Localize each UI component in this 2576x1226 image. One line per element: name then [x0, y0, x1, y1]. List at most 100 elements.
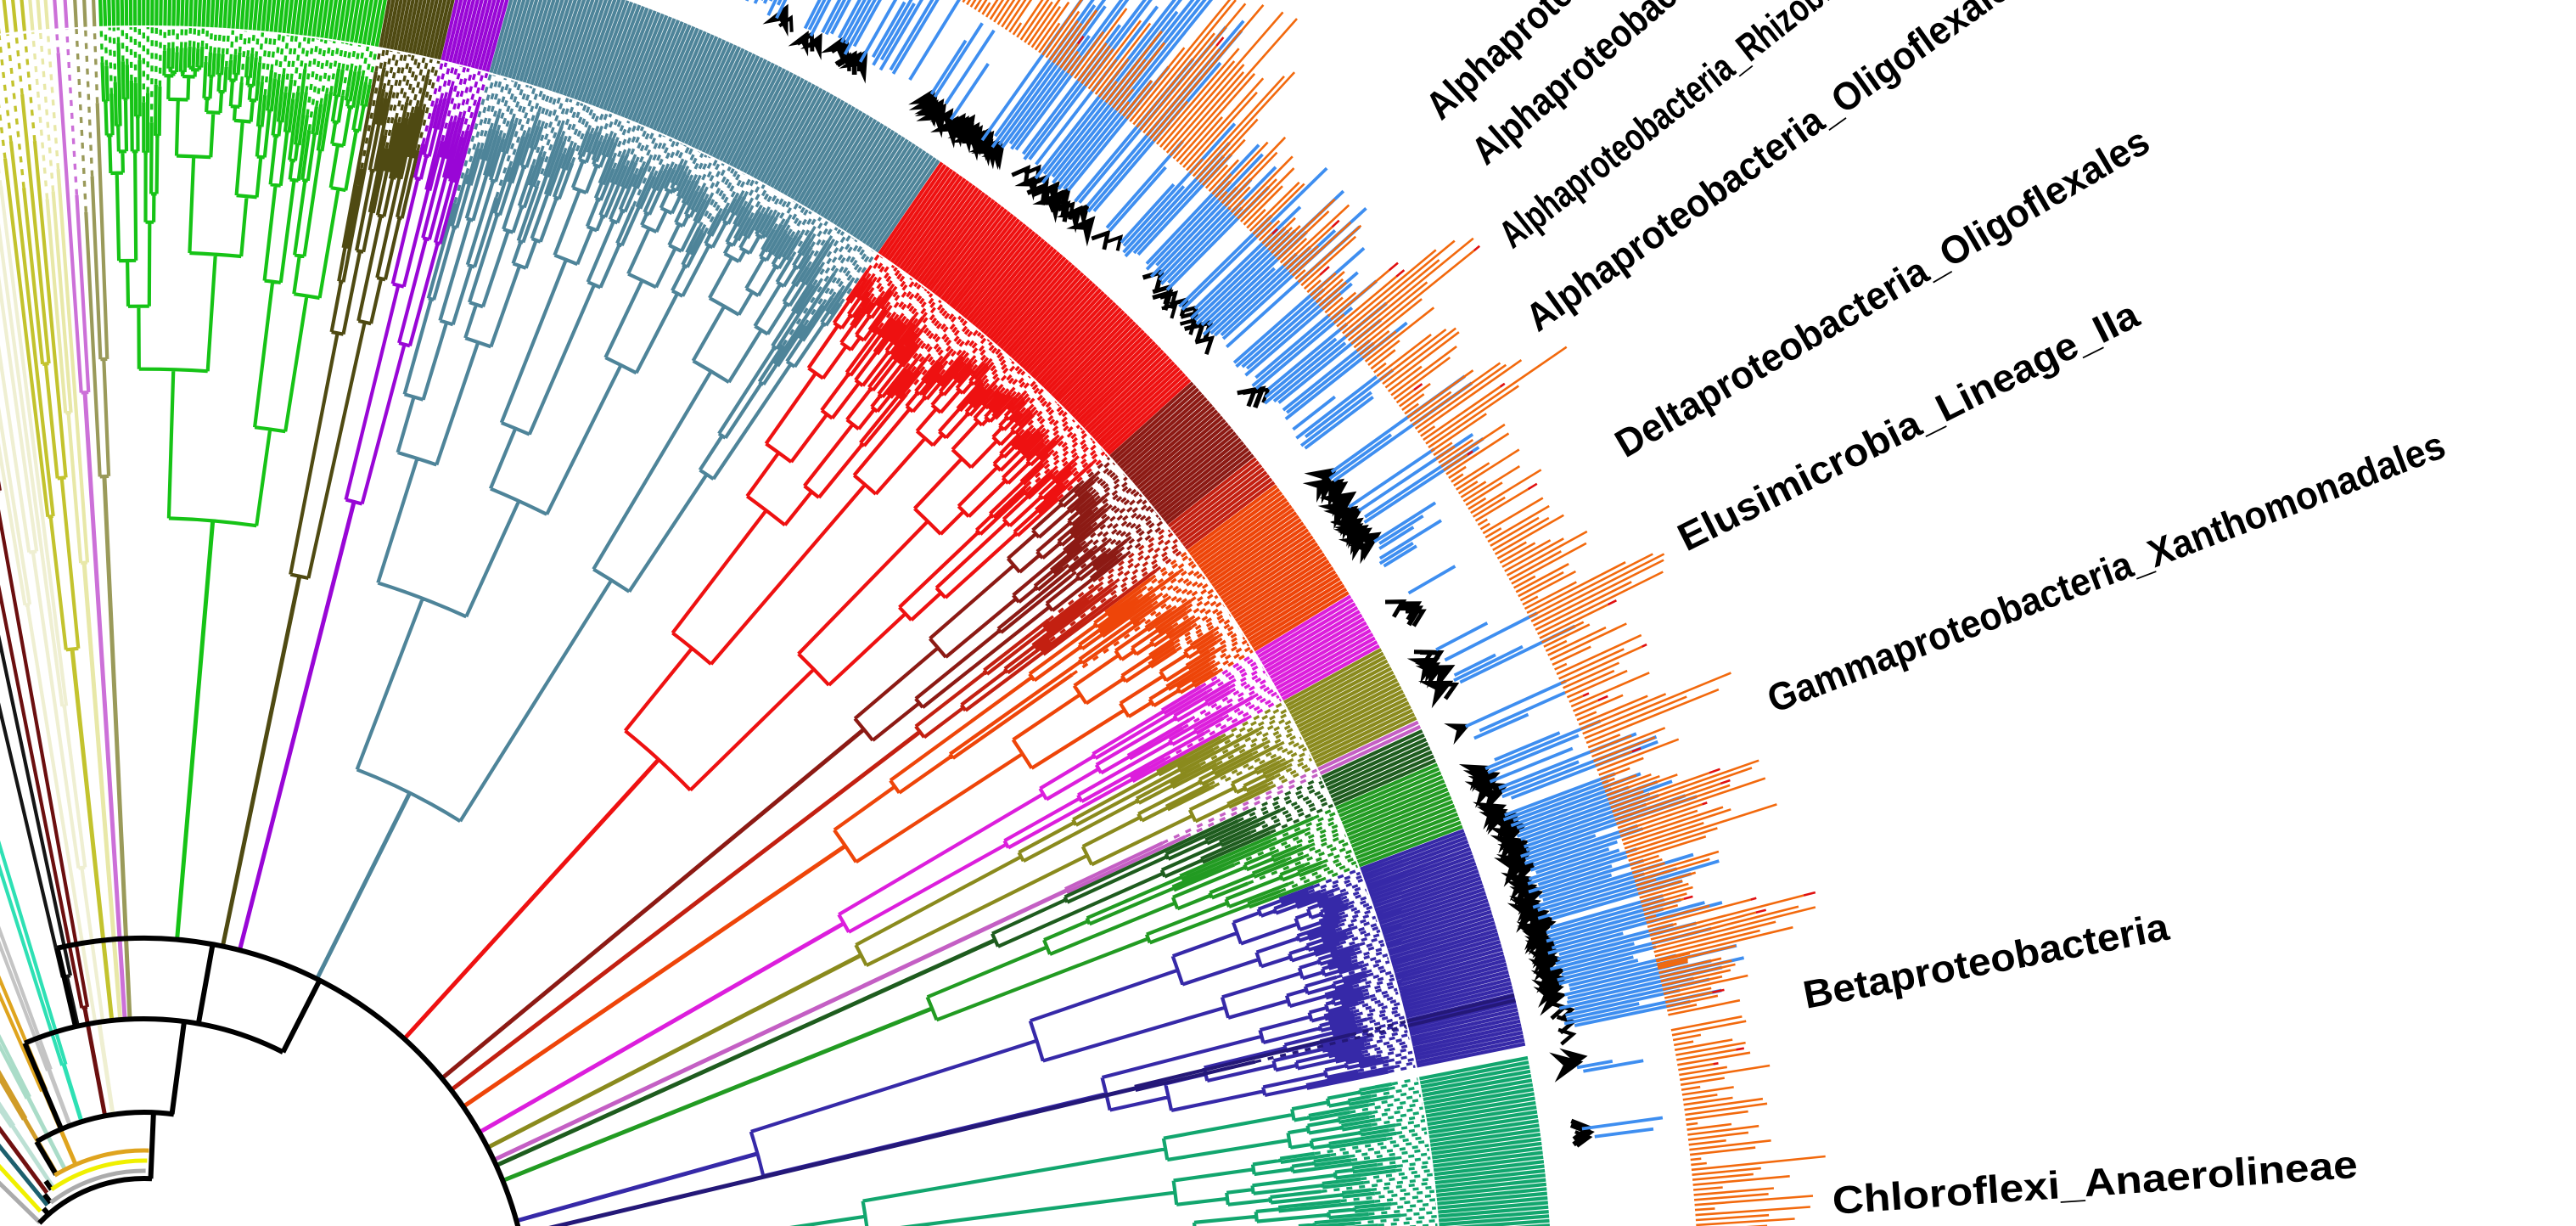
- arrow-mark: [1473, 788, 1506, 814]
- clade-root-branch-navy: [515, 1151, 759, 1223]
- clade-leaf-dashes-darkkhaki: [75, 28, 99, 212]
- arrow-mark: [1569, 1122, 1595, 1147]
- clade-leaf-dashes-emerald: [1314, 1077, 1438, 1226]
- clade-branches-darkred-main: [853, 381, 1254, 742]
- arrow-mark: [1338, 536, 1368, 561]
- orange-bars-emerald: [1670, 1015, 1826, 1226]
- clade-branches-navy-sliver: [1132, 993, 1516, 1092]
- clade-root-branch-orchid-sliver: [492, 888, 1067, 1162]
- arrow-mark: [1399, 601, 1423, 621]
- clade-leaf-dashes-green: [99, 26, 379, 131]
- arrow-mark: [800, 32, 822, 60]
- clade-leaf-dashes-green-2: [1233, 807, 1359, 893]
- clade-root-branch-paleaqua-2: [11, 1125, 56, 1189]
- arrow-mark: [1091, 229, 1111, 250]
- clade-branches-black-clade: [0, 634, 73, 980]
- orange-bar-tips-darkgreen: [1582, 643, 1647, 697]
- arrow-mark: [1549, 1052, 1584, 1083]
- orange-bars-scarlet: [1393, 346, 1568, 518]
- clade-label-7: Betaproteobacteria: [1799, 904, 2172, 1017]
- orange-bars-teal: [959, 0, 1050, 41]
- arrow-mark: [1348, 531, 1382, 561]
- arrow-mark: [975, 138, 1004, 171]
- clade-root-branch-red-2: [450, 729, 922, 1092]
- orange-bar-tips-navy: [1683, 768, 1816, 994]
- clade-root-branch-darkred-main: [441, 728, 866, 1081]
- orange-bars-red: [1024, 0, 1362, 284]
- blue-bars-darkgreen: [1464, 679, 1567, 740]
- clade-branches-turquoise: [0, 840, 68, 1068]
- arrow-mark: [1254, 387, 1271, 403]
- arrow-mark: [1321, 491, 1357, 523]
- orange-bar-tips-emerald: [1713, 1047, 1745, 1066]
- clade-branches-darkgreen: [991, 728, 1437, 948]
- bootstrap-arrow-ring: [762, 3, 1595, 1148]
- arrow-mark: [1334, 507, 1364, 533]
- clade-branches-purple: [344, 0, 509, 506]
- arrow-mark: [1316, 481, 1349, 509]
- arrow-mark: [1026, 181, 1049, 205]
- clade-leaf-dashes-scarlet: [1071, 551, 1254, 676]
- clade-root-branch-orchid-top: [82, 392, 127, 1020]
- backbone-arcs: [22, 936, 521, 1226]
- orange-bars-navy: [1600, 759, 1816, 1016]
- clade-root-branch-teal: [315, 791, 412, 981]
- backbone-colored-arc-0: [53, 1148, 149, 1178]
- arrow-mark: [1317, 501, 1350, 530]
- clade-leaf-dashes-purple: [421, 61, 489, 144]
- blue-bars-green-2: [1484, 719, 1658, 800]
- orange-bar-tips-green-2: [1597, 695, 1642, 753]
- clade-leaf-dashes-darkolive: [360, 48, 441, 169]
- clade-branches-red-2: [914, 457, 1276, 740]
- clade-leaf-dashes-darkgreen: [1237, 776, 1333, 835]
- arrow-mark: [1444, 723, 1471, 745]
- arrow-mark: [1505, 859, 1538, 886]
- clade-branches-darkred-left: [0, 481, 90, 1010]
- arrow-mark: [1179, 317, 1198, 335]
- orange-bars-red-2: [1370, 327, 1460, 396]
- arrow-mark: [839, 48, 868, 84]
- clade-branches-cream-fan: [0, 185, 105, 1025]
- clade-leaf-dashes-orchid-sliver: [1161, 768, 1320, 845]
- arrow-mark: [1574, 1130, 1593, 1148]
- clade-root-branch-green-2: [502, 1006, 934, 1183]
- clade-branches-magenta: [837, 594, 1380, 934]
- clade-label-8: Chloroflexi_Anaerolineae: [1831, 1142, 2359, 1223]
- orange-bars-magenta: [1474, 487, 1588, 576]
- arrow-mark: [1107, 234, 1124, 251]
- clade-root-branch-olive: [486, 953, 862, 1150]
- blue-bars-emerald: [1576, 1059, 1664, 1139]
- arrow-mark: [836, 50, 857, 76]
- orange-bars-navy-sliver: [1656, 952, 1691, 968]
- arrow-mark: [1464, 781, 1498, 808]
- orange-bar-ring: [959, 0, 1826, 1226]
- blue-bar-ring: [744, 0, 1745, 1139]
- clade-root-branch-gray-left: [47, 1069, 72, 1127]
- clade-branches-khaki: [28, 0, 90, 565]
- orange-bar-tips-olive: [1607, 599, 1617, 606]
- clade-root-branch-darkolive: [220, 576, 302, 948]
- clade-leaf-dashes-khaki: [31, 31, 60, 200]
- orange-bar-tips-magenta: [1527, 482, 1538, 491]
- clade-branches-gold-2: [0, 1070, 28, 1122]
- orange-bar-tips-darkred-main: [1319, 245, 1481, 278]
- clade-branches-olive: [854, 648, 1417, 967]
- clade-root-branch-red: [402, 757, 660, 1041]
- clade-root-branch-khaki: [81, 562, 123, 1021]
- clade-leaf-dashes-navy-sliver: [1254, 1020, 1407, 1064]
- clade-root-branch-magenta: [478, 921, 845, 1134]
- clade-branches-orchid-top: [53, 0, 91, 395]
- clade-root-branch-scarlet: [462, 844, 847, 1109]
- clade-branches-red: [623, 161, 1192, 792]
- clade-root-branch-navy-sliver: [548, 1086, 1136, 1226]
- clade-branches-scarlet: [833, 484, 1350, 864]
- arrow-mark: [981, 144, 1005, 171]
- clade-leaf-dashes-red-2: [1047, 526, 1186, 642]
- arrow-mark: [1417, 680, 1454, 709]
- blue-bars-olive: [1435, 611, 1576, 684]
- arrow-mark: [1405, 609, 1427, 627]
- clade-root-branch-yellow-corner: [0, 1163, 42, 1213]
- blue-bars-teal: [744, 0, 996, 121]
- clade-root-branch-gray-corner: [0, 1180, 42, 1224]
